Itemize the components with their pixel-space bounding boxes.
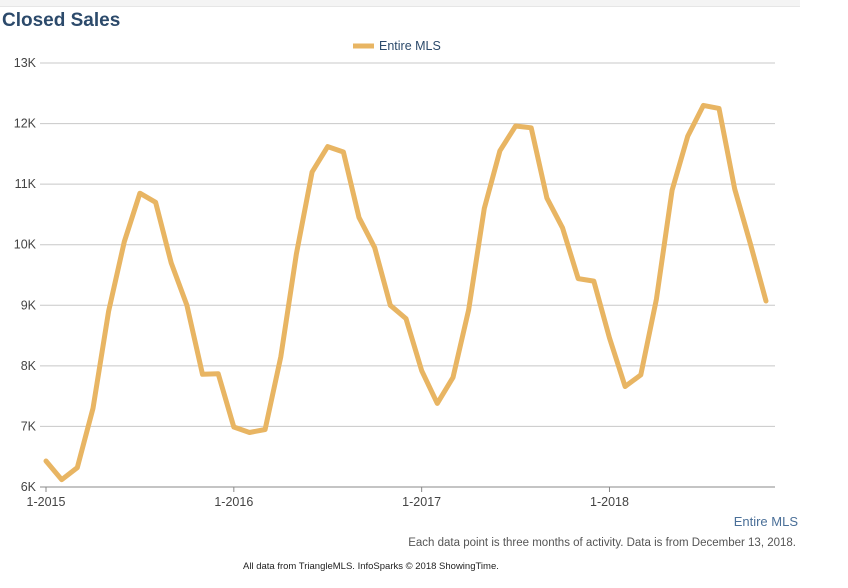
chart-title: Closed Sales [2, 10, 121, 31]
y-tick-label: 9K [21, 298, 37, 312]
y-tick-label: 12K [14, 117, 37, 131]
top-strip [0, 0, 800, 7]
legend-label: Entire MLS [379, 39, 441, 53]
y-tick-label: 10K [14, 238, 37, 252]
series-line-entire-mls [43, 102, 769, 483]
y-tick-label: 13K [14, 56, 37, 70]
x-tick-label: 1-2015 [27, 495, 66, 509]
x-tick-label: 1-2016 [214, 495, 253, 509]
x-tick-label: 1-2017 [402, 495, 441, 509]
series-label: Entire MLS [733, 514, 798, 529]
y-tick-label: 8K [21, 359, 37, 373]
x-tick-label: 1-2018 [590, 495, 629, 509]
chart-note: Each data point is three months of activ… [408, 537, 796, 549]
y-tick-label: 7K [21, 419, 37, 433]
footer-credit: All data from TriangleMLS. InfoSparks © … [243, 561, 499, 572]
y-tick-label: 11K [15, 177, 37, 191]
y-tick-label: 6K [21, 480, 37, 494]
